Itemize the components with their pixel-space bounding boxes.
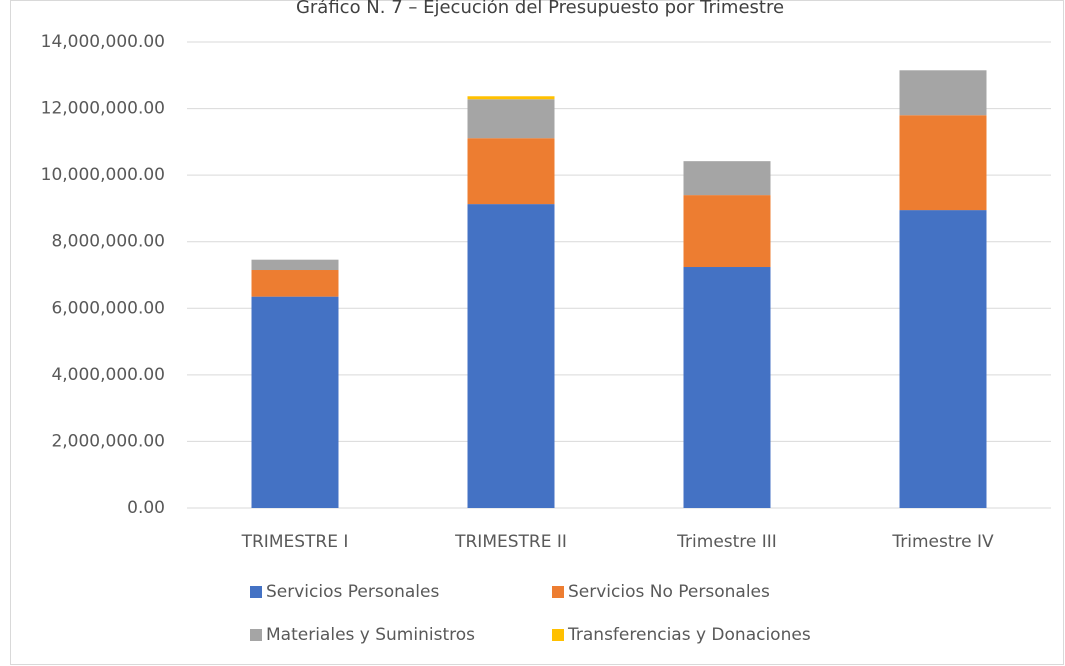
bar-segment xyxy=(467,96,555,100)
y-tick-label: 0.00 xyxy=(127,498,165,518)
legend-label: Servicios Personales xyxy=(266,582,439,602)
bar-segment xyxy=(683,267,771,508)
bar-segment xyxy=(899,115,987,211)
y-tick-label: 12,000,000.00 xyxy=(41,99,165,119)
bar-segment xyxy=(251,259,339,271)
legend-swatch xyxy=(552,586,564,598)
y-tick-label: 2,000,000.00 xyxy=(51,431,165,451)
x-tick-label: Trimestre III xyxy=(676,532,777,552)
bar-segment xyxy=(467,138,555,205)
y-tick-label: 14,000,000.00 xyxy=(41,32,165,52)
bar-segment xyxy=(899,210,987,509)
legend-swatch xyxy=(552,629,564,641)
legend-label: Materiales y Suministros xyxy=(266,625,475,645)
chart-title: Gráfico N. 7 – Ejecución del Presupuesto… xyxy=(296,0,784,18)
bar-segment xyxy=(251,296,339,508)
bar-segment xyxy=(467,99,555,139)
bar-segment xyxy=(467,204,555,508)
x-tick-label: Trimestre IV xyxy=(891,532,994,552)
legend-label: Transferencias y Donaciones xyxy=(567,625,811,645)
y-tick-label: 6,000,000.00 xyxy=(51,298,165,318)
legend-swatch xyxy=(250,629,262,641)
x-tick-label: TRIMESTRE II xyxy=(454,532,567,552)
y-tick-label: 4,000,000.00 xyxy=(51,365,165,385)
bar-segment xyxy=(683,195,771,268)
legend-label: Servicios No Personales xyxy=(568,582,770,602)
y-tick-label: 10,000,000.00 xyxy=(41,165,165,185)
y-tick-label: 8,000,000.00 xyxy=(51,232,165,252)
x-tick-label: TRIMESTRE I xyxy=(241,532,349,552)
bar-segment xyxy=(251,270,339,297)
bar-segment xyxy=(683,161,771,196)
bar-segment xyxy=(899,70,987,116)
legend-swatch xyxy=(250,586,262,598)
